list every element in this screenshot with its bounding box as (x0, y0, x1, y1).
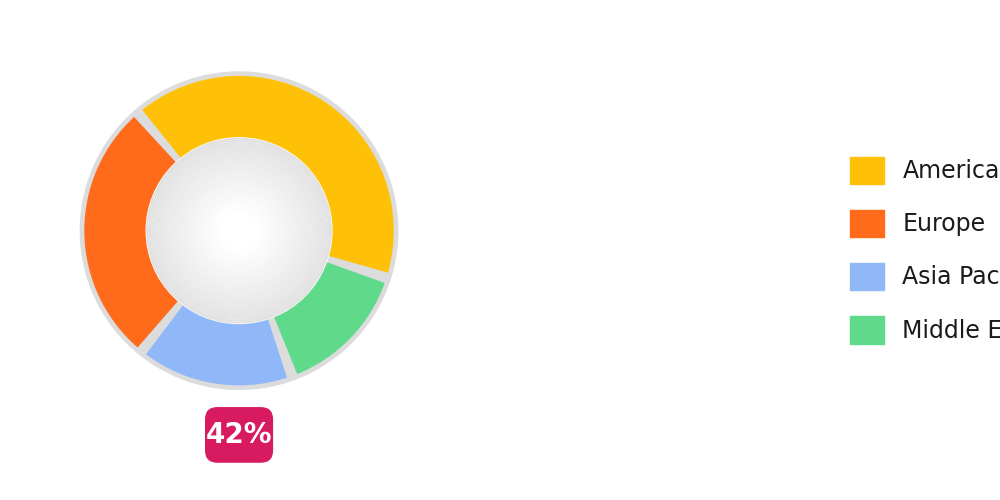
Wedge shape (84, 117, 178, 348)
Legend: America, Europe, Asia Pacific, Middle East & Africa: America, Europe, Asia Pacific, Middle Ea… (850, 156, 1000, 344)
Wedge shape (188, 179, 290, 282)
Wedge shape (211, 203, 267, 258)
Wedge shape (194, 186, 284, 275)
Wedge shape (168, 160, 310, 301)
Wedge shape (193, 184, 285, 277)
Wedge shape (207, 199, 271, 262)
Wedge shape (152, 144, 326, 318)
Wedge shape (223, 215, 255, 246)
Wedge shape (219, 210, 259, 251)
Wedge shape (180, 171, 298, 290)
Wedge shape (201, 193, 277, 268)
Wedge shape (209, 201, 269, 260)
Wedge shape (211, 203, 267, 258)
Wedge shape (176, 168, 302, 294)
Wedge shape (194, 185, 285, 276)
Wedge shape (174, 166, 304, 296)
Wedge shape (189, 180, 289, 281)
Wedge shape (150, 142, 328, 320)
Wedge shape (181, 173, 297, 288)
Wedge shape (184, 176, 294, 286)
Wedge shape (209, 201, 269, 260)
Wedge shape (200, 192, 278, 270)
Wedge shape (199, 191, 279, 270)
Wedge shape (159, 151, 319, 310)
Wedge shape (178, 170, 300, 292)
Wedge shape (148, 140, 330, 322)
Wedge shape (192, 183, 287, 278)
Wedge shape (163, 154, 315, 307)
Wedge shape (146, 138, 332, 324)
Wedge shape (203, 195, 275, 266)
Wedge shape (183, 175, 295, 286)
Wedge shape (146, 305, 287, 386)
Wedge shape (172, 164, 306, 298)
Wedge shape (165, 156, 313, 305)
Wedge shape (142, 76, 394, 272)
Wedge shape (186, 178, 292, 284)
Wedge shape (164, 156, 314, 306)
Wedge shape (154, 146, 324, 316)
Wedge shape (146, 138, 332, 324)
Wedge shape (167, 158, 311, 303)
Wedge shape (185, 177, 293, 284)
Wedge shape (174, 166, 304, 296)
Wedge shape (154, 145, 324, 316)
Wedge shape (217, 208, 261, 253)
Wedge shape (219, 211, 259, 250)
Circle shape (146, 138, 332, 324)
Wedge shape (198, 190, 280, 272)
Wedge shape (176, 168, 302, 294)
Wedge shape (158, 150, 320, 312)
Wedge shape (182, 174, 296, 288)
Wedge shape (196, 187, 283, 274)
Wedge shape (205, 197, 273, 264)
Wedge shape (215, 207, 263, 254)
Wedge shape (202, 194, 276, 268)
Wedge shape (221, 213, 257, 248)
Wedge shape (207, 199, 271, 262)
Wedge shape (80, 72, 398, 390)
Wedge shape (160, 152, 318, 310)
Wedge shape (213, 204, 265, 256)
Wedge shape (215, 206, 263, 255)
Wedge shape (168, 160, 310, 302)
Wedge shape (156, 148, 322, 314)
Wedge shape (198, 189, 281, 272)
Wedge shape (180, 172, 298, 290)
Wedge shape (190, 181, 288, 280)
Wedge shape (204, 196, 274, 266)
Wedge shape (196, 188, 282, 274)
Wedge shape (155, 147, 323, 314)
Wedge shape (150, 142, 328, 320)
Wedge shape (152, 144, 326, 318)
Wedge shape (274, 262, 385, 374)
Text: 42%: 42% (206, 421, 272, 449)
Wedge shape (162, 154, 316, 308)
Wedge shape (172, 164, 306, 298)
Wedge shape (166, 158, 312, 304)
Wedge shape (170, 162, 308, 300)
Wedge shape (148, 140, 330, 322)
Wedge shape (206, 197, 272, 264)
Wedge shape (157, 149, 321, 312)
Wedge shape (191, 182, 287, 279)
Wedge shape (217, 209, 261, 252)
Wedge shape (161, 152, 317, 308)
Wedge shape (170, 162, 308, 300)
FancyBboxPatch shape (205, 407, 273, 463)
Wedge shape (187, 178, 291, 282)
Wedge shape (178, 170, 300, 292)
Wedge shape (213, 205, 265, 256)
Circle shape (225, 216, 253, 244)
